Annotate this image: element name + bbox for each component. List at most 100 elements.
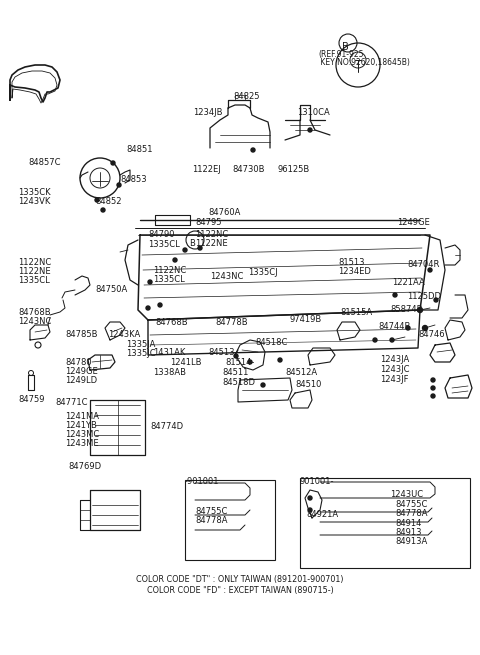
Text: 1335CJ: 1335CJ: [248, 268, 277, 277]
Text: 1335CK: 1335CK: [18, 188, 50, 197]
Circle shape: [248, 360, 252, 364]
Circle shape: [418, 307, 422, 312]
Text: 901001-: 901001-: [300, 477, 335, 486]
Text: B: B: [189, 240, 195, 248]
Text: 1431AK: 1431AK: [153, 348, 185, 357]
Text: 1122NC: 1122NC: [18, 258, 51, 267]
Text: 1335CL: 1335CL: [148, 240, 180, 249]
Text: 84510: 84510: [295, 380, 322, 389]
Text: 1122NE: 1122NE: [18, 267, 50, 276]
Text: 84744B: 84744B: [378, 322, 410, 331]
Circle shape: [406, 326, 410, 330]
Circle shape: [308, 128, 312, 132]
Circle shape: [173, 258, 177, 262]
Circle shape: [148, 280, 152, 284]
Text: 84780: 84780: [65, 358, 92, 367]
Text: 84778A: 84778A: [195, 516, 228, 525]
Text: 84914: 84914: [395, 519, 421, 528]
Bar: [185, 480, 275, 560]
Text: 84518C: 84518C: [255, 338, 288, 347]
Circle shape: [251, 148, 255, 152]
Text: 1243JA: 1243JA: [380, 355, 409, 364]
Circle shape: [198, 246, 202, 250]
Text: 84759: 84759: [18, 395, 45, 404]
Text: 84785B: 84785B: [65, 330, 97, 339]
Text: 84511: 84511: [222, 368, 248, 377]
Circle shape: [431, 394, 435, 398]
Text: 81515A: 81515A: [340, 308, 372, 317]
Circle shape: [278, 358, 282, 362]
Circle shape: [158, 303, 162, 307]
Text: 84913A: 84913A: [395, 537, 427, 546]
Circle shape: [117, 183, 121, 187]
Text: 84851: 84851: [126, 145, 153, 154]
Text: 84730B: 84730B: [232, 165, 264, 174]
Text: 84771C: 84771C: [55, 398, 87, 407]
Text: 1234JB: 1234JB: [193, 108, 223, 117]
Bar: [300, 478, 470, 568]
Text: 84778A: 84778A: [395, 509, 428, 518]
Text: 1241LB: 1241LB: [170, 358, 202, 367]
Text: 84921A: 84921A: [306, 510, 338, 519]
Text: 81514-: 81514-: [225, 358, 254, 367]
Text: 84755C: 84755C: [395, 500, 427, 509]
Circle shape: [373, 338, 377, 342]
Text: 1310CA: 1310CA: [297, 108, 330, 117]
Text: 84852: 84852: [95, 197, 121, 206]
Circle shape: [234, 354, 238, 358]
Text: 1122NC: 1122NC: [153, 266, 186, 275]
Text: 1335CL: 1335CL: [18, 276, 50, 285]
Circle shape: [428, 268, 432, 272]
Text: 1335JA: 1335JA: [126, 340, 156, 349]
Text: 84755C: 84755C: [195, 507, 228, 516]
Circle shape: [434, 298, 438, 302]
Text: 84768B: 84768B: [155, 318, 188, 327]
Circle shape: [431, 378, 435, 382]
Text: 1243NC: 1243NC: [18, 317, 51, 326]
Circle shape: [95, 198, 99, 202]
Text: 84778B: 84778B: [215, 318, 248, 327]
Text: 84853: 84853: [120, 175, 146, 184]
Text: 1243ME: 1243ME: [65, 439, 98, 448]
Text: 84512A: 84512A: [285, 368, 317, 377]
Text: 84704R: 84704R: [407, 260, 439, 269]
Circle shape: [261, 383, 265, 387]
Circle shape: [308, 508, 312, 512]
Text: 84518D: 84518D: [222, 378, 255, 387]
Text: 1221AA: 1221AA: [392, 278, 425, 287]
Circle shape: [111, 161, 115, 165]
Text: 84760A: 84760A: [208, 208, 240, 217]
Text: 84790: 84790: [148, 230, 175, 239]
Circle shape: [101, 208, 105, 212]
Text: 1122EJ: 1122EJ: [192, 165, 221, 174]
Text: -901001: -901001: [185, 477, 219, 486]
Text: 1335CL: 1335CL: [153, 275, 185, 284]
Text: 1249GE: 1249GE: [397, 218, 430, 227]
Text: 1125DD: 1125DD: [407, 292, 441, 301]
Text: 1243JF: 1243JF: [380, 375, 408, 384]
Text: 1241MA: 1241MA: [65, 412, 99, 421]
Text: 84513: 84513: [208, 348, 235, 357]
Text: 84769D: 84769D: [68, 462, 101, 471]
Text: 1335JC: 1335JC: [126, 349, 156, 358]
Text: 84750A: 84750A: [95, 285, 127, 294]
Text: 1243MC: 1243MC: [65, 430, 99, 439]
Text: 1122NE: 1122NE: [195, 239, 228, 248]
Text: 1243UC: 1243UC: [390, 490, 423, 499]
Circle shape: [146, 306, 150, 310]
Text: KEY NO:92620,18645B): KEY NO:92620,18645B): [318, 58, 410, 67]
Text: 1243JC: 1243JC: [380, 365, 409, 374]
Circle shape: [308, 496, 312, 500]
Text: 81513: 81513: [338, 258, 364, 267]
Circle shape: [390, 338, 394, 342]
Text: 1249LD: 1249LD: [65, 376, 97, 385]
Circle shape: [183, 248, 187, 252]
Circle shape: [422, 326, 428, 331]
Text: 1243NC: 1243NC: [210, 272, 243, 281]
Text: 1338AB: 1338AB: [153, 368, 186, 377]
Text: 96125B: 96125B: [278, 165, 310, 174]
Text: 1122NC: 1122NC: [195, 230, 228, 239]
Circle shape: [431, 386, 435, 390]
Text: COLOR CODE "DT" : ONLY TAIWAN (891201-900701): COLOR CODE "DT" : ONLY TAIWAN (891201-90…: [136, 575, 344, 584]
Text: 85874B: 85874B: [390, 305, 422, 314]
